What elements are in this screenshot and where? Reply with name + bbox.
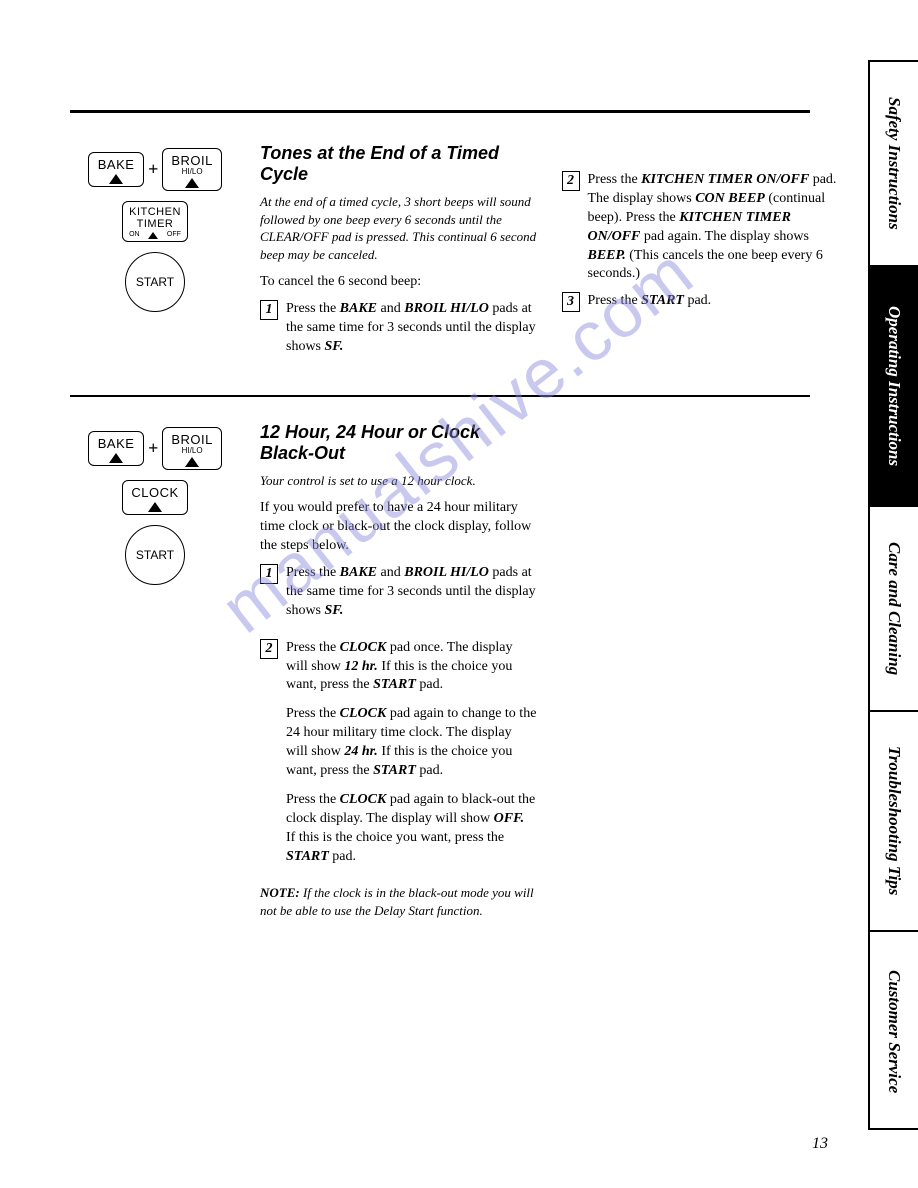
section-1-title: Tones at the End of a Timed Cycle	[260, 143, 537, 185]
sidebar-tab[interactable]: Customer Service	[870, 932, 918, 1132]
broil-label: BROIL	[171, 153, 213, 168]
broil-button-icon: BROIL HI/LO	[162, 148, 222, 191]
on-label: ON	[129, 231, 140, 238]
clock-button-icon: CLOCK	[122, 480, 187, 515]
plus-icon: +	[148, 159, 158, 180]
sidebar-tab[interactable]: Care and Cleaning	[870, 507, 918, 712]
up-arrow-icon	[109, 174, 123, 184]
kitchen-label-1: KITCHEN	[129, 206, 181, 218]
broil-sub: HI/LO	[171, 168, 213, 176]
up-arrow-icon	[148, 232, 158, 239]
start-label: START	[136, 548, 174, 562]
broil-button-icon: BROIL HI/LO	[162, 427, 222, 470]
step: 3 Press the START pad.	[562, 292, 839, 312]
plus-icon: +	[148, 438, 158, 459]
clock-label: CLOCK	[131, 485, 178, 500]
section-clock: BAKE + BROIL HI/LO CLOCK START	[70, 422, 838, 920]
start-button-icon: START	[125, 525, 185, 585]
section-2-note: NOTE: If the clock is in the black-out m…	[260, 884, 537, 919]
step-text: Press the KITCHEN TIMER ON/OFF pad. The …	[588, 171, 839, 284]
step: 1 Press the BAKE and BROIL HI/LO pads at…	[260, 300, 537, 357]
bake-label: BAKE	[97, 157, 135, 172]
section-1-lead: To cancel the 6 second beep:	[260, 273, 537, 292]
bake-label: BAKE	[97, 436, 135, 451]
step-text: Press the CLOCK pad once. The display wi…	[286, 639, 537, 877]
broil-label: BROIL	[171, 432, 213, 447]
section-2-title: 12 Hour, 24 Hour or Clock Black-Out	[260, 422, 537, 464]
bake-button-icon: BAKE	[88, 152, 144, 187]
up-arrow-icon	[185, 457, 199, 467]
step-number-icon: 2	[260, 639, 278, 659]
section-2-intro: Your control is set to use a 12 hour clo…	[260, 472, 537, 490]
step-number-icon: 3	[562, 292, 580, 312]
button-panel-1: BAKE + BROIL HI/LO KITCHEN TIMER ON	[70, 143, 240, 365]
bake-button-icon: BAKE	[88, 431, 144, 466]
rule-mid	[70, 395, 810, 397]
sidebar-tabs: Safety InstructionsOperating Instruction…	[868, 60, 918, 1130]
step: 2 Press the CLOCK pad once. The display …	[260, 639, 537, 877]
section-2-lead: If you would prefer to have a 24 hour mi…	[260, 499, 537, 556]
step-number-icon: 1	[260, 300, 278, 320]
step: 2 Press the KITCHEN TIMER ON/OFF pad. Th…	[562, 171, 839, 284]
step-text: Press the BAKE and BROIL HI/LO pads at t…	[286, 564, 537, 631]
page-number: 13	[812, 1135, 828, 1153]
note-text: If the clock is in the black-out mode yo…	[260, 885, 534, 918]
step-number-icon: 1	[260, 564, 278, 584]
up-arrow-icon	[185, 178, 199, 188]
broil-sub: HI/LO	[171, 447, 213, 455]
button-panel-2: BAKE + BROIL HI/LO CLOCK START	[70, 422, 240, 920]
off-label: OFF	[167, 231, 181, 238]
up-arrow-icon	[109, 453, 123, 463]
sidebar-tab[interactable]: Safety Instructions	[870, 62, 918, 267]
section-1-intro: At the end of a timed cycle, 3 short bee…	[260, 193, 537, 263]
section-tones: BAKE + BROIL HI/LO KITCHEN TIMER ON	[70, 143, 838, 365]
step-text: Press the START pad.	[588, 292, 839, 312]
kitchen-label-2: TIMER	[129, 218, 181, 230]
up-arrow-icon	[148, 502, 162, 512]
step-number-icon: 2	[562, 171, 580, 191]
note-label: NOTE:	[260, 885, 300, 900]
start-label: START	[136, 275, 174, 289]
step-text: Press the BAKE and BROIL HI/LO pads at t…	[286, 300, 537, 357]
sidebar-tab[interactable]: Operating Instructions	[870, 267, 918, 507]
step: 1 Press the BAKE and BROIL HI/LO pads at…	[260, 564, 537, 631]
start-button-icon: START	[125, 252, 185, 312]
rule-top	[70, 110, 810, 113]
sidebar-tab[interactable]: Troubleshooting Tips	[870, 712, 918, 932]
kitchen-timer-button-icon: KITCHEN TIMER ON OFF	[122, 201, 188, 242]
